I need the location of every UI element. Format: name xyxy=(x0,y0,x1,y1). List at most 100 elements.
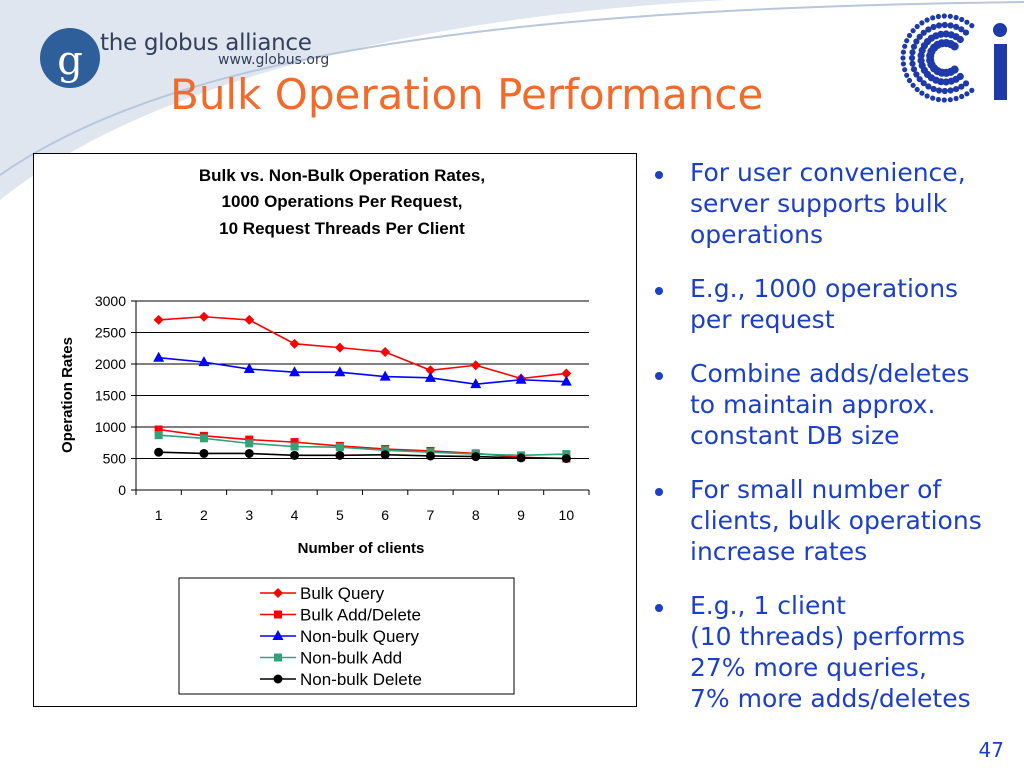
x-tick-label: 2 xyxy=(200,507,208,523)
bullet-text: Combine adds/deletes to maintain approx.… xyxy=(690,359,970,450)
x-tick-label: 5 xyxy=(336,507,344,523)
data-point xyxy=(470,378,482,389)
data-point xyxy=(289,366,301,377)
y-axis-label: Operation Rates xyxy=(59,337,76,453)
logo-name: the globus alliance xyxy=(100,30,312,56)
x-tick-label: 1 xyxy=(155,507,163,523)
x-tick-label: 7 xyxy=(427,507,435,523)
y-tick-label: 1000 xyxy=(95,419,126,435)
data-point xyxy=(561,454,571,463)
legend-label: Non-bulk Delete xyxy=(300,670,422,689)
data-point xyxy=(244,314,255,325)
bullet-item: E.g., 1000 operations per request xyxy=(655,273,1024,335)
series-non-bulk-delete xyxy=(154,447,571,463)
legend-marker xyxy=(273,674,283,684)
y-tick-label: 500 xyxy=(103,451,127,467)
legend-label: Bulk Query xyxy=(300,584,385,603)
bullet-dot-icon xyxy=(655,604,663,612)
y-tick-label: 2500 xyxy=(95,325,126,341)
bullet-dot-icon xyxy=(655,372,663,380)
y-tick-label: 3000 xyxy=(95,293,126,309)
series-line xyxy=(158,315,567,380)
legend-marker xyxy=(272,630,284,640)
data-point xyxy=(515,373,527,384)
swoosh-line xyxy=(0,1,1024,176)
data-point xyxy=(245,439,254,448)
bullet-dot-icon xyxy=(655,287,663,295)
bullet-item: Combine adds/deletes to maintain approx.… xyxy=(655,358,1024,451)
data-point xyxy=(380,347,391,358)
data-point xyxy=(198,356,210,367)
data-point xyxy=(560,375,572,386)
data-point xyxy=(154,447,164,457)
data-point xyxy=(425,365,436,376)
x-tick-label: 3 xyxy=(245,507,253,523)
data-point xyxy=(243,363,255,374)
y-tick-label: 2000 xyxy=(95,356,126,372)
bullet-list: For user convenience, server supports bu… xyxy=(655,157,1024,737)
data-point xyxy=(334,366,346,377)
data-point xyxy=(154,425,163,434)
data-point xyxy=(198,311,209,322)
legend-item: Bulk Add/Delete xyxy=(260,606,421,625)
x-tick-label: 8 xyxy=(472,507,480,523)
legend-label: Non-bulk Add xyxy=(300,649,402,668)
data-point xyxy=(516,453,526,463)
data-point xyxy=(470,360,481,371)
data-point xyxy=(199,434,208,443)
legend-box xyxy=(178,577,515,695)
data-point xyxy=(154,431,163,440)
legend-item: Bulk Query xyxy=(260,584,385,603)
svg-text:g: g xyxy=(57,38,83,84)
data-point xyxy=(471,452,481,462)
data-point xyxy=(335,450,345,460)
series-bulk-query xyxy=(153,311,572,384)
ci-logo-icon xyxy=(900,13,1007,103)
legend-item: Non-bulk Query xyxy=(260,627,420,646)
data-point xyxy=(425,451,435,461)
data-point xyxy=(379,370,391,381)
logo-url: www.globus.org xyxy=(218,52,330,68)
bullet-text: For small number of clients, bulk operat… xyxy=(690,475,982,566)
data-point xyxy=(561,368,572,379)
legend-item: Non-bulk Delete xyxy=(260,670,422,689)
data-point xyxy=(290,438,299,447)
data-point xyxy=(290,442,299,451)
x-axis-label: Number of clients xyxy=(298,540,425,557)
chart-frame: Bulk vs. Non-Bulk Operation Rates, 1000 … xyxy=(33,153,637,707)
bullet-text: For user convenience, server supports bu… xyxy=(690,158,966,249)
data-point xyxy=(153,314,164,325)
data-point xyxy=(244,448,254,458)
y-tick-label: 1500 xyxy=(95,388,126,404)
chart-title-line-3: 10 Request Threads Per Client xyxy=(219,219,465,238)
corner-swoosh xyxy=(0,0,1024,200)
bullet-dot-icon xyxy=(655,488,663,496)
slide-title: Bulk Operation Performance xyxy=(170,70,764,119)
series-line xyxy=(158,356,567,385)
bullet-dot-icon xyxy=(655,171,663,179)
legend-label: Non-bulk Query xyxy=(300,627,420,646)
series-non-bulk-query xyxy=(153,351,572,389)
data-point xyxy=(424,371,436,382)
legend-marker xyxy=(273,588,283,598)
data-point xyxy=(380,450,390,460)
data-point xyxy=(290,450,300,460)
bullet-item: For user convenience, server supports bu… xyxy=(655,157,1024,250)
x-tick-label: 4 xyxy=(291,507,299,523)
legend-marker xyxy=(274,653,282,662)
chart-title-line-1: Bulk vs. Non-Bulk Operation Rates, xyxy=(199,166,485,185)
bullet-item: For small number of clients, bulk operat… xyxy=(655,474,1024,567)
data-point xyxy=(334,342,345,353)
bullet-text: E.g., 1000 operations per request xyxy=(690,274,959,334)
data-point xyxy=(335,443,344,452)
line-chart: Bulk vs. Non-Bulk Operation Rates, 1000 … xyxy=(59,166,590,695)
data-point xyxy=(153,351,165,362)
bullet-text: E.g., 1 client (10 threads) performs 27%… xyxy=(690,591,971,713)
x-tick-label: 9 xyxy=(517,507,525,523)
data-point xyxy=(289,338,300,349)
legend-label: Bulk Add/Delete xyxy=(300,606,421,625)
globus-logo-icon: g xyxy=(40,28,100,88)
bullet-item: E.g., 1 client (10 threads) performs 27%… xyxy=(655,590,1024,714)
chart-title-line-2: 1000 Operations Per Request, xyxy=(222,192,463,211)
